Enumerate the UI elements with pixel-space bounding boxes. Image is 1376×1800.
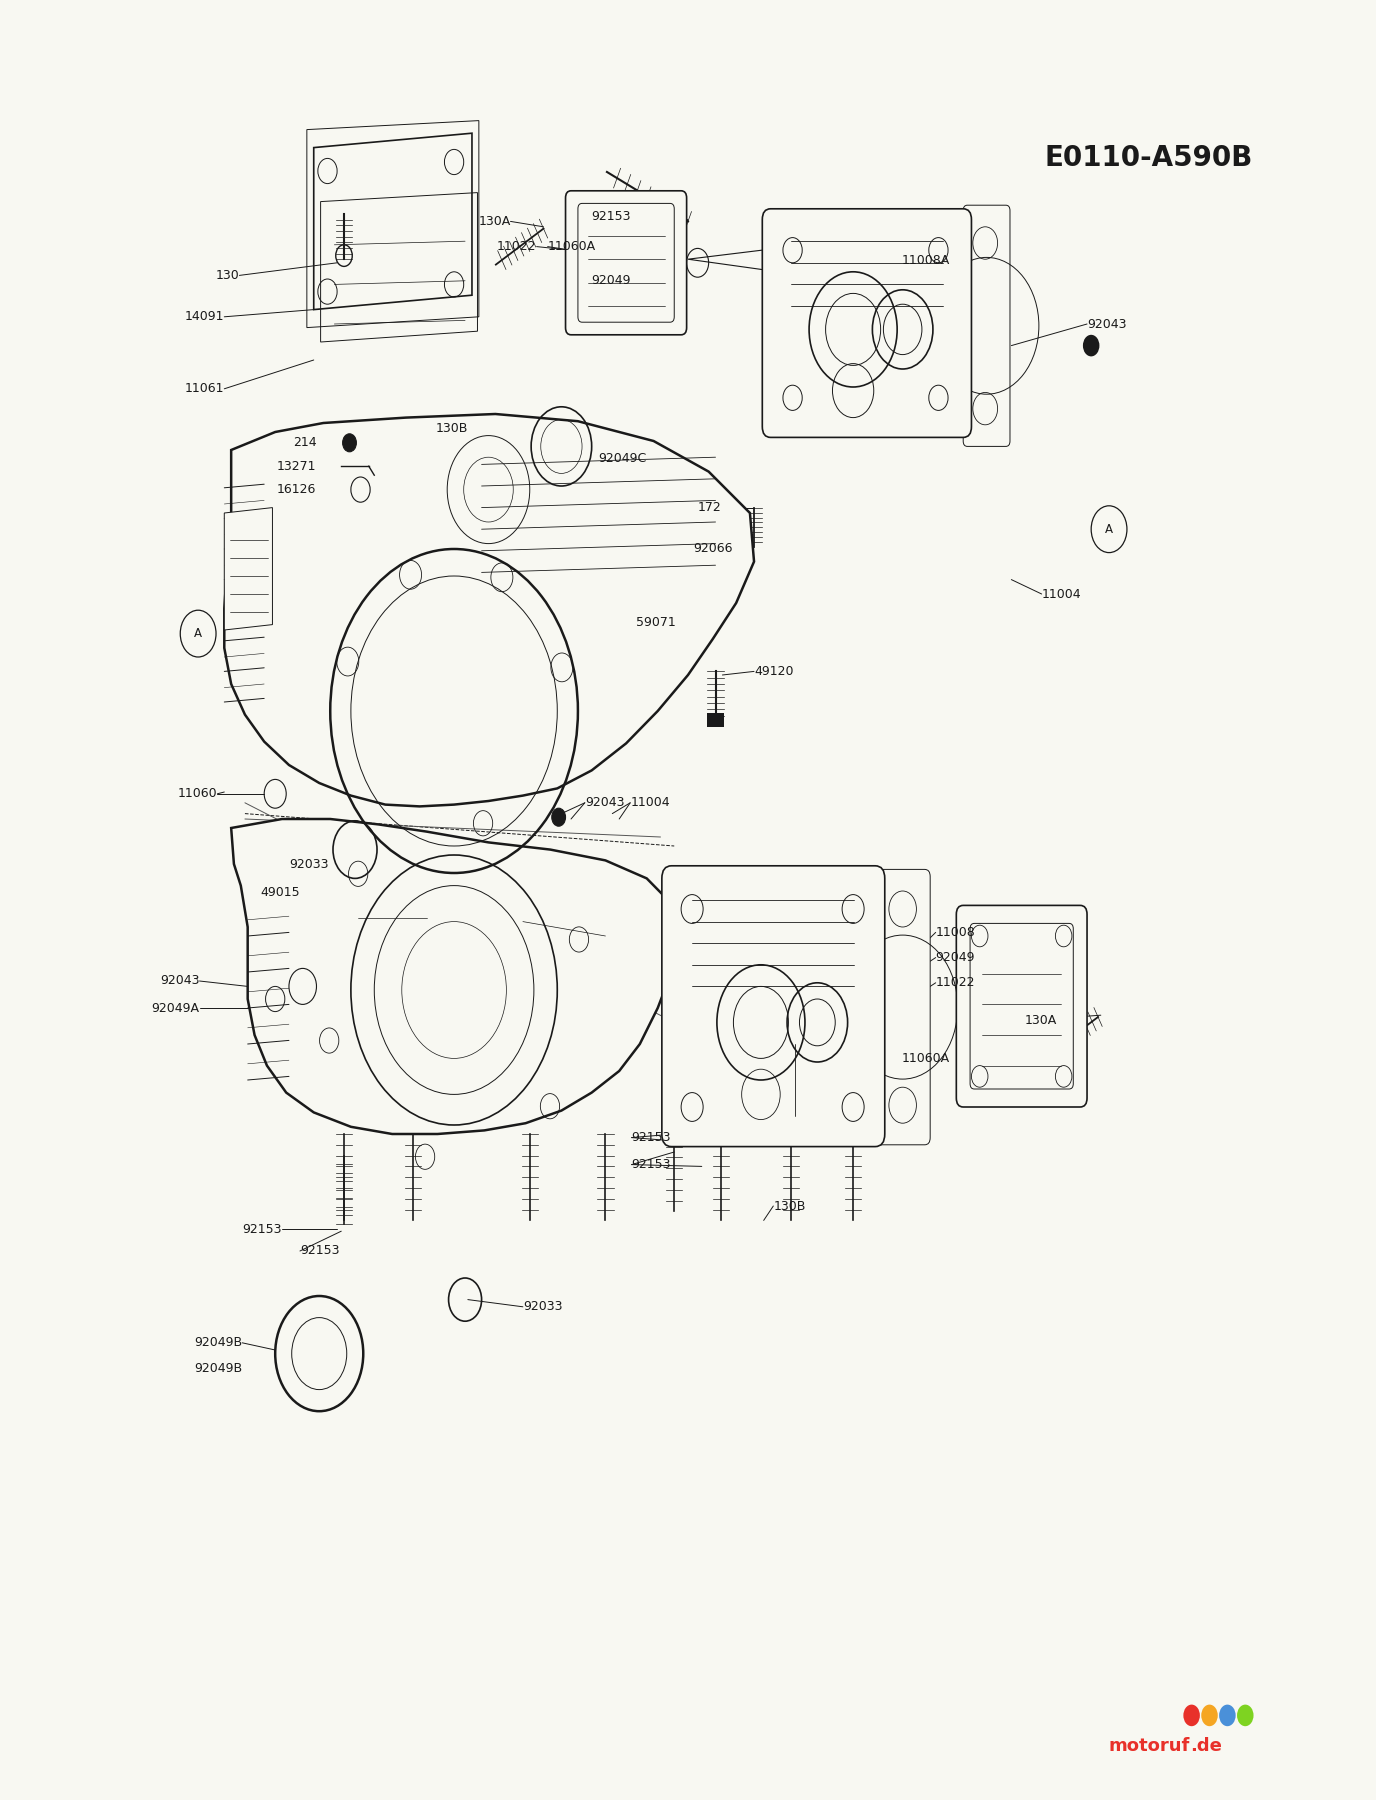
Text: 11022: 11022 <box>497 239 537 254</box>
Text: A: A <box>1105 522 1113 536</box>
Text: 11022: 11022 <box>936 976 976 990</box>
Text: A: A <box>194 626 202 641</box>
Text: 11060A: 11060A <box>901 1051 949 1066</box>
Text: 59071: 59071 <box>636 616 676 630</box>
Circle shape <box>343 434 356 452</box>
Circle shape <box>1219 1705 1236 1726</box>
Text: 92033: 92033 <box>289 857 329 871</box>
Text: 214: 214 <box>293 436 316 450</box>
Text: 92043: 92043 <box>585 796 625 810</box>
FancyBboxPatch shape <box>875 869 930 1145</box>
Text: 92049: 92049 <box>592 274 632 288</box>
Text: 49015: 49015 <box>260 886 300 900</box>
Text: 92153: 92153 <box>300 1244 340 1258</box>
Text: 92153: 92153 <box>632 1157 671 1172</box>
Text: 172: 172 <box>698 500 721 515</box>
Text: 92043: 92043 <box>1087 317 1127 331</box>
Text: 11060: 11060 <box>178 787 217 801</box>
Text: 92049B: 92049B <box>194 1336 242 1350</box>
Text: 92043: 92043 <box>160 974 200 988</box>
Text: 130A: 130A <box>479 214 510 229</box>
Text: 16126: 16126 <box>277 482 316 497</box>
Polygon shape <box>224 508 272 630</box>
Bar <box>707 713 724 727</box>
Circle shape <box>552 808 566 826</box>
FancyBboxPatch shape <box>662 866 885 1147</box>
Circle shape <box>1237 1705 1254 1726</box>
Text: 92049: 92049 <box>936 950 976 965</box>
Text: 130B: 130B <box>773 1199 806 1213</box>
Text: 92049C: 92049C <box>599 452 647 466</box>
Circle shape <box>1201 1705 1218 1726</box>
Text: 92153: 92153 <box>242 1222 282 1237</box>
Text: .de: .de <box>1190 1737 1222 1755</box>
Text: 11060A: 11060A <box>548 239 596 254</box>
Text: 130A: 130A <box>1025 1013 1057 1028</box>
Text: 11004: 11004 <box>630 796 670 810</box>
Circle shape <box>1083 335 1099 356</box>
Text: 92033: 92033 <box>523 1300 563 1314</box>
Text: 11008A: 11008A <box>901 254 949 268</box>
FancyBboxPatch shape <box>956 905 1087 1107</box>
FancyBboxPatch shape <box>963 205 1010 446</box>
Text: E0110-A590B: E0110-A590B <box>1044 144 1254 173</box>
Text: 11004: 11004 <box>1042 587 1082 601</box>
Polygon shape <box>231 819 677 1134</box>
Text: 130: 130 <box>216 268 239 283</box>
Text: 130B: 130B <box>435 421 468 436</box>
Text: 14091: 14091 <box>184 310 224 324</box>
Circle shape <box>1183 1705 1200 1726</box>
Text: 92049A: 92049A <box>151 1001 200 1015</box>
Text: 11061: 11061 <box>184 382 224 396</box>
Circle shape <box>667 540 681 558</box>
FancyBboxPatch shape <box>566 191 687 335</box>
Text: 13271: 13271 <box>277 459 316 473</box>
Polygon shape <box>224 414 754 806</box>
Text: 11008: 11008 <box>936 925 976 940</box>
FancyBboxPatch shape <box>762 209 971 437</box>
Text: 49120: 49120 <box>754 664 794 679</box>
Text: motoruf: motoruf <box>1109 1737 1190 1755</box>
Text: 92153: 92153 <box>632 1130 671 1145</box>
Text: 92049B: 92049B <box>194 1361 242 1375</box>
Text: 92153: 92153 <box>592 209 632 223</box>
Text: 92066: 92066 <box>694 542 733 556</box>
